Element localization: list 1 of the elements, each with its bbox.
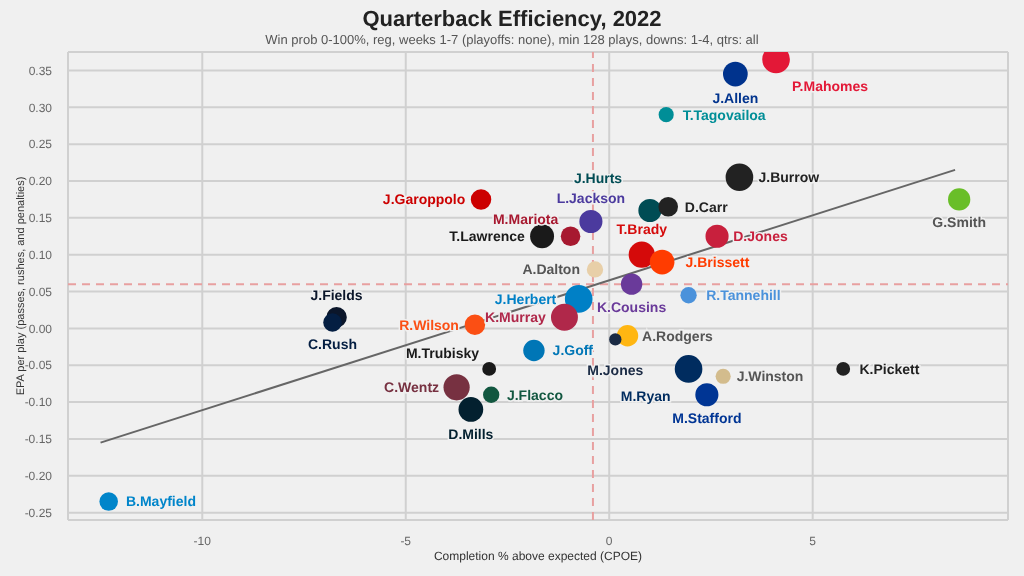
chart-title: Quarterback Efficiency, 2022 (360, 6, 664, 32)
